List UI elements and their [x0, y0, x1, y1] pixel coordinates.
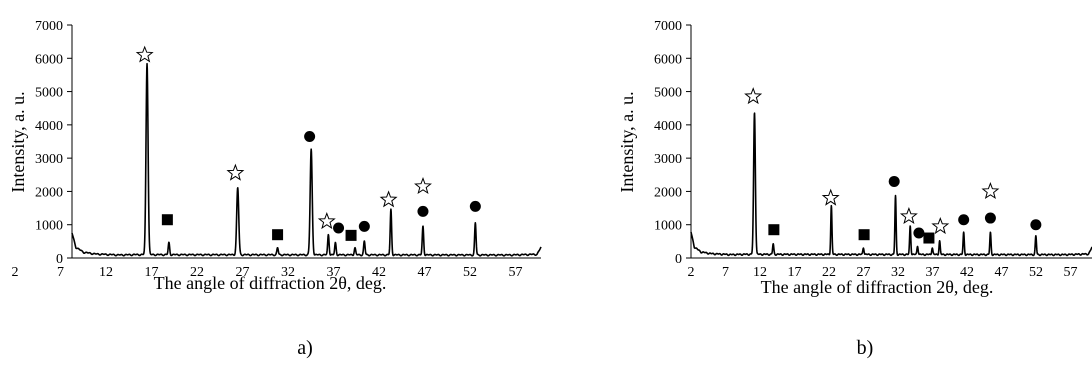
- circle-marker: [984, 212, 996, 224]
- square-marker: [161, 214, 173, 226]
- x-tick-label: 37: [926, 265, 940, 280]
- star-marker: [981, 181, 1000, 200]
- x-tick-label: 32: [281, 265, 295, 280]
- x-tick-label: 17: [145, 265, 159, 280]
- x-tick-label: 27: [857, 265, 871, 280]
- y-tick-label: 6000: [654, 52, 682, 67]
- x-tick-label: 57: [1064, 265, 1078, 280]
- y-tick-label: 4000: [654, 119, 682, 134]
- star-marker: [414, 176, 432, 195]
- x-tick-label: 2: [688, 265, 695, 280]
- star-marker: [899, 206, 918, 225]
- diffraction-pattern-line: [71, 62, 542, 257]
- x-tick-label: 2: [12, 265, 19, 280]
- star-marker: [931, 216, 950, 235]
- y-tick-label: 5000: [35, 86, 63, 101]
- square-marker: [768, 224, 780, 236]
- x-tick-label: 32: [891, 265, 905, 280]
- square-marker: [272, 229, 284, 241]
- circle-marker: [304, 131, 316, 143]
- x-tick-label: 47: [418, 265, 432, 280]
- circle-marker: [1030, 219, 1042, 231]
- panel-label: a): [297, 337, 313, 359]
- x-tick-label: 12: [99, 265, 113, 280]
- y-tick-label: 3000: [35, 152, 63, 167]
- y-tick-label: 0: [675, 252, 682, 267]
- x-axis-title: The angle of diffraction 2θ, deg.: [761, 277, 994, 297]
- x-tick-label: 27: [236, 265, 250, 280]
- y-tick-label: 2000: [654, 185, 682, 200]
- x-tick-label: 22: [190, 265, 204, 280]
- y-tick-label: 1000: [35, 219, 63, 234]
- y-tick-label: 3000: [654, 152, 682, 167]
- y-tick-label: 2000: [35, 185, 63, 200]
- circle-marker: [469, 200, 481, 212]
- x-axis-title: The angle of diffraction 2θ, deg.: [154, 273, 387, 293]
- y-axis-title: Intensity, a. u.: [8, 91, 28, 192]
- y-tick-label: 1000: [654, 219, 682, 234]
- x-tick-label: 17: [788, 265, 802, 280]
- circle-marker: [358, 220, 370, 232]
- x-tick-label: 7: [57, 265, 64, 280]
- star-marker: [226, 163, 245, 181]
- x-tick-label: 57: [509, 265, 523, 280]
- y-tick-label: 4000: [35, 119, 63, 134]
- circle-marker: [913, 227, 925, 239]
- x-tick-label: 7: [722, 265, 729, 280]
- x-tick-label: 37: [327, 265, 341, 280]
- y-tick-label: 5000: [654, 86, 682, 101]
- star-marker: [821, 188, 840, 206]
- star-marker: [135, 45, 154, 63]
- x-tick-label: 52: [1029, 265, 1043, 280]
- circle-marker: [958, 214, 970, 226]
- square-marker: [858, 229, 870, 241]
- circle-marker: [417, 205, 429, 217]
- x-tick-label: 42: [372, 265, 386, 280]
- panel-label: b): [857, 337, 874, 359]
- y-tick-label: 6000: [35, 52, 63, 67]
- star-marker: [744, 87, 763, 105]
- square-marker: [345, 229, 357, 241]
- circle-marker: [333, 222, 345, 234]
- x-tick-label: 47: [995, 265, 1009, 280]
- circle-marker: [888, 175, 900, 187]
- y-tick-label: 7000: [35, 19, 63, 34]
- star-marker: [379, 190, 398, 208]
- x-tick-label: 52: [463, 265, 477, 280]
- y-tick-label: 7000: [654, 19, 682, 34]
- diffraction-pattern-line: [690, 112, 1092, 257]
- star-marker: [317, 211, 336, 230]
- square-marker: [923, 232, 935, 244]
- y-tick-label: 0: [56, 252, 63, 267]
- x-tick-label: 22: [822, 265, 836, 280]
- x-tick-label: 12: [753, 265, 767, 280]
- y-axis-title: Intensity, a. u.: [617, 91, 637, 192]
- x-tick-label: 42: [960, 265, 974, 280]
